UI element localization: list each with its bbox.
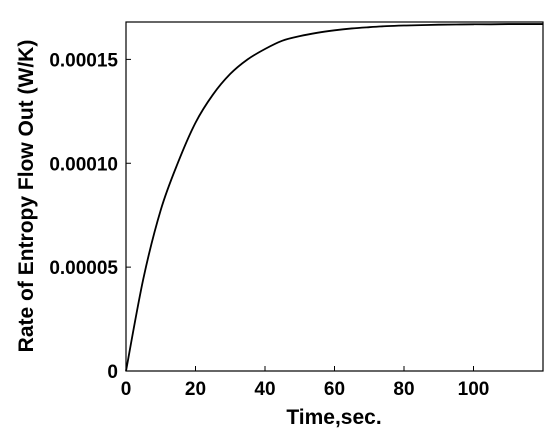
- x-tick-label: 0: [121, 379, 132, 400]
- x-axis-label: Time,sec.: [286, 406, 381, 429]
- series-layer: [125, 23, 543, 372]
- x-tick-label: 40: [254, 379, 275, 400]
- plot-area-frame: [125, 21, 544, 372]
- y-tick-label: 0: [107, 362, 118, 383]
- x-tick-label: 20: [185, 379, 206, 400]
- x-tick-label: 80: [393, 379, 414, 400]
- series-line: [125, 23, 543, 372]
- y-tick-label: 0.00005: [49, 258, 118, 279]
- x-tick-label: 60: [324, 379, 345, 400]
- y-axis-label: Rate of Entropy Flow Out (W/K): [15, 40, 38, 353]
- y-tick-label: 0.00015: [49, 50, 118, 71]
- x-tick-label: 100: [458, 379, 490, 400]
- y-tick-label: 0.00010: [49, 154, 118, 175]
- x-axis-ticks: 0 20 40 60 80 100: [121, 366, 490, 400]
- y-axis-ticks: 0 0.00005 0.00010 0.00015: [49, 50, 131, 383]
